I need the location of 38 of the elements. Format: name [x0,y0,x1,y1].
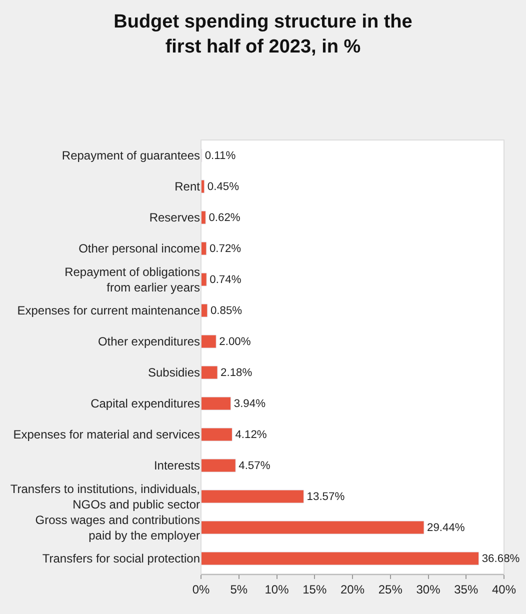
y-tick-label: Subsidies [148,366,200,380]
data-label: 0.85% [210,305,242,318]
x-tick-label: 15% [302,582,327,596]
data-label: 0.45% [207,181,240,194]
y-tick-label: Interests [154,458,200,473]
data-label: 0.62% [208,212,240,224]
data-label: 0.72% [209,243,242,256]
x-tick-label: 5% [230,582,248,596]
y-tick-label: Repayment of obligations from earlier years [64,264,200,294]
data-label: 2.18% [220,367,252,380]
data-label: 4.12% [235,429,267,442]
y-tick-label: Expenses for material and services [13,428,200,442]
x-tick-label: 20% [340,582,365,596]
data-label: 3.94% [234,398,266,410]
x-tick-label: 30% [416,582,441,596]
x-tick-label: 40% [492,582,516,596]
y-tick-label: Gross wages and contributions paid by the employer [35,512,200,542]
y-tick-label: Transfers to institutions, individuals, NGOs and public sector [10,482,200,512]
data-label: 13.57% [306,491,345,504]
data-label: 4.57% [238,460,270,472]
y-tick-label: Repayment of guarantees [62,148,200,163]
data-label: 36.68% [482,553,520,566]
x-tick-label: 35% [454,582,478,596]
y-tick-label: Capital expenditures [90,396,200,411]
x-tick-label: 25% [378,582,403,596]
chart-title: Budget spending structure in the first half of 2023, in % [114,12,412,58]
y-tick-label: Reserves [149,210,200,225]
x-tick-label: 0% [192,582,210,596]
y-tick-label: Other expenditures [98,334,200,349]
data-label: 29.44% [427,522,465,534]
data-label: 2.00% [219,336,251,348]
y-tick-label: Rent [174,180,201,194]
data-label: 0.74% [210,274,242,286]
y-tick-label: Transfers for social protection [42,552,200,566]
y-tick-label: Expenses for current maintenance [17,304,200,318]
y-tick-label: Other personal income [78,242,200,256]
data-label: 0.11% [204,150,236,162]
x-tick-label: 10% [264,582,290,596]
